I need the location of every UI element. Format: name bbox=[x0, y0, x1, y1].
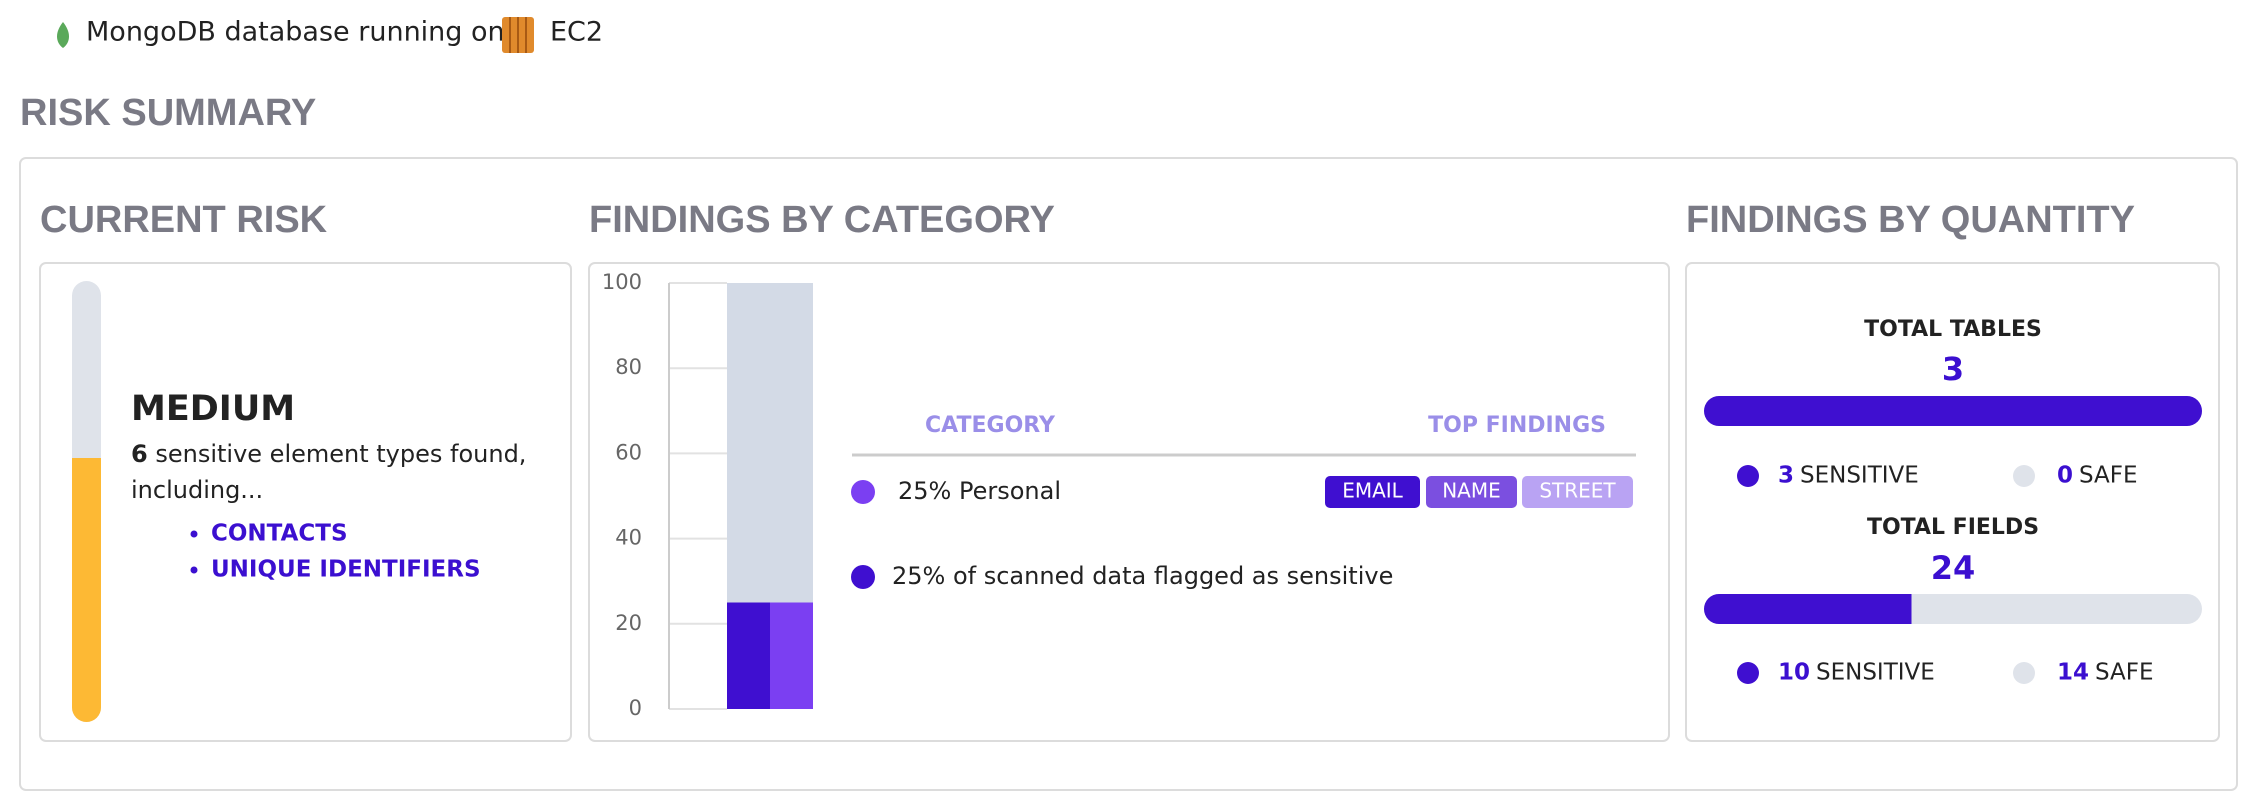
mongo-icon bbox=[57, 22, 69, 48]
legend-dot bbox=[851, 565, 875, 589]
risk-item: UNIQUE IDENTIFIERS bbox=[211, 557, 481, 583]
group-total: 24 bbox=[1931, 549, 1976, 587]
tag-label: NAME bbox=[1442, 479, 1501, 503]
group-label: TOTAL TABLES bbox=[1864, 317, 2042, 342]
legend-dot bbox=[1737, 465, 1759, 487]
section-title: RISK SUMMARY bbox=[20, 92, 316, 134]
category-card bbox=[588, 262, 1670, 742]
legend-footer: 25% of scanned data flagged as sensitive bbox=[892, 562, 1393, 590]
progress-fill bbox=[1704, 396, 2202, 426]
y-tick-label: 40 bbox=[615, 526, 642, 550]
safe-count: 14 bbox=[2057, 660, 2089, 686]
risk-text: sensitive element types found, bbox=[155, 440, 526, 468]
y-tick-label: 100 bbox=[602, 270, 642, 294]
y-tick-label: 0 bbox=[629, 696, 642, 720]
y-tick-label: 20 bbox=[615, 611, 642, 635]
y-tick-label: 80 bbox=[615, 355, 642, 379]
legend-header: CATEGORY bbox=[925, 413, 1056, 438]
risk-description: including... bbox=[131, 476, 263, 504]
y-tick-label: 60 bbox=[615, 440, 642, 464]
safe-count: 0 bbox=[2057, 463, 2073, 489]
tag bbox=[1426, 476, 1517, 508]
safe-label: SAFE bbox=[2079, 463, 2138, 489]
group-label: TOTAL FIELDS bbox=[1867, 515, 2039, 540]
risk-gauge-fill bbox=[72, 458, 101, 722]
risk-card bbox=[39, 262, 572, 742]
legend-dot bbox=[851, 480, 875, 504]
risk-level: MEDIUM bbox=[131, 389, 295, 429]
legend-dot bbox=[1737, 662, 1759, 684]
risk-count: 6 bbox=[131, 440, 148, 468]
sensitive-label: SENSITIVE bbox=[1816, 660, 1935, 686]
bar bbox=[727, 602, 770, 709]
legend-dot bbox=[2013, 465, 2035, 487]
tag-label: EMAIL bbox=[1342, 479, 1403, 503]
card-title: FINDINGS BY CATEGORY bbox=[589, 199, 1055, 241]
bullet bbox=[190, 530, 198, 538]
group-total: 3 bbox=[1942, 350, 1964, 388]
sensitive-count: 10 bbox=[1778, 660, 1810, 686]
sensitive-count: 3 bbox=[1778, 463, 1794, 489]
legend-label: 25% Personal bbox=[898, 477, 1061, 505]
tag bbox=[1325, 476, 1420, 508]
risk-description: 6 sensitive element types found, bbox=[131, 440, 526, 468]
bullet bbox=[190, 566, 198, 574]
legend-dot bbox=[2013, 662, 2035, 684]
platform: EC2 bbox=[550, 17, 603, 48]
bar bbox=[770, 602, 813, 709]
progress-fill bbox=[1704, 594, 1912, 624]
ec2-icon bbox=[502, 17, 534, 53]
safe-label: SAFE bbox=[2095, 660, 2154, 686]
tag-label: STREET bbox=[1539, 479, 1616, 503]
risk-item: CONTACTS bbox=[211, 521, 348, 547]
header-text: MongoDB database running on bbox=[86, 17, 505, 48]
sensitive-label: SENSITIVE bbox=[1800, 463, 1919, 489]
tag bbox=[1522, 476, 1633, 508]
legend-header: TOP FINDINGS bbox=[1428, 413, 1606, 438]
card-title: CURRENT RISK bbox=[40, 199, 328, 241]
card-title: FINDINGS BY QUANTITY bbox=[1686, 199, 2135, 241]
